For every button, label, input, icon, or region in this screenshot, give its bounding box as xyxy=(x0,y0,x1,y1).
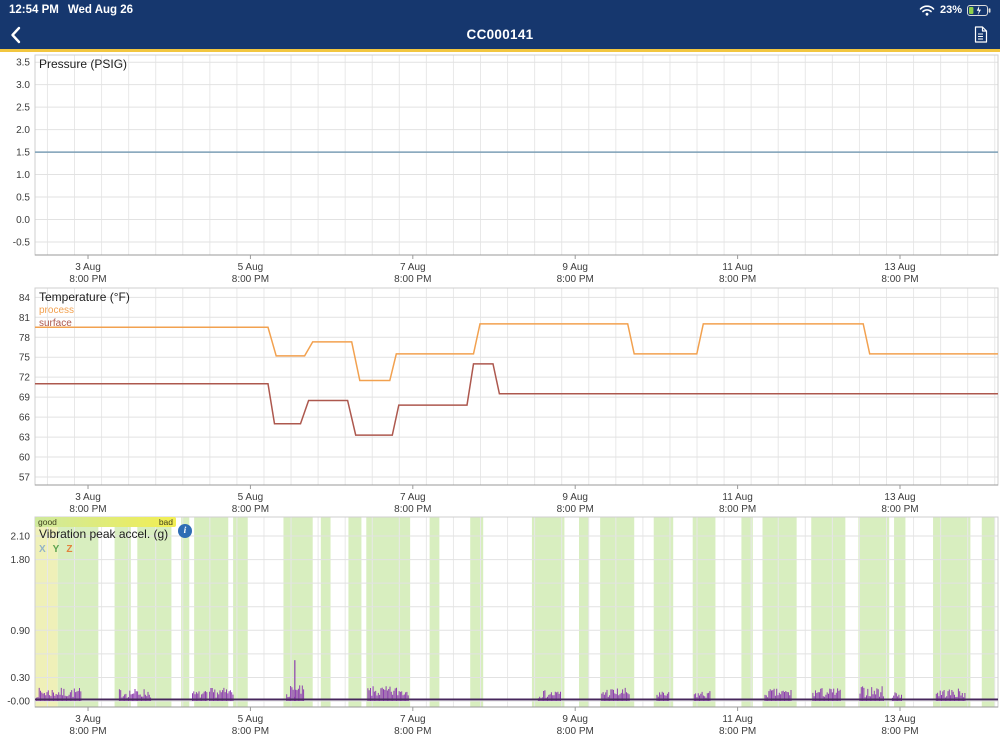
svg-text:3.5: 3.5 xyxy=(16,58,30,69)
svg-text:0.0: 0.0 xyxy=(16,215,30,226)
legend-surface: surface xyxy=(39,318,72,329)
legend-axis-y: Y xyxy=(52,544,60,555)
status-date: Wed Aug 26 xyxy=(67,4,134,16)
svg-text:69: 69 xyxy=(19,393,31,404)
temperature-legend: process surface xyxy=(39,304,74,330)
status-time: 12:54 PM xyxy=(9,4,59,16)
svg-text:72: 72 xyxy=(19,373,31,384)
nav-bar: CC000141 xyxy=(0,20,1000,52)
pressure-plot: 3.5 3.0 2.5 2.0 1.5 1.0 0.5 0.0 -0.5 3 Aug 8:00 PM… xyxy=(13,54,999,285)
svg-text:75: 75 xyxy=(19,353,31,364)
temperature-plot: 84 81 78 75 72 69 66 63 60 57 3 Aug 8:00 PM 5 Aug 8:0… xyxy=(19,287,999,514)
back-button[interactable] xyxy=(10,20,21,49)
vibration-chart-title: Vibration peak accel. (g) xyxy=(39,527,169,541)
svg-text:60: 60 xyxy=(19,453,31,464)
battery-charging-icon xyxy=(967,4,991,16)
svg-text:84: 84 xyxy=(19,293,31,304)
svg-text:63: 63 xyxy=(19,433,31,444)
svg-text:0.90: 0.90 xyxy=(11,626,31,637)
vibration-plot: 2.10 1.80 0.90 0.30 -0.00 3 Aug 8:00 PM 5 Aug 8:… xyxy=(7,516,999,737)
svg-text:0.30: 0.30 xyxy=(11,673,31,684)
svg-text:1.80: 1.80 xyxy=(11,555,31,566)
legend-process: process xyxy=(39,305,75,316)
pressure-chart[interactable]: 3.5 3.0 2.5 2.0 1.5 1.0 0.5 0.0 -0.5 3 Aug 8:00 PM… xyxy=(0,52,1000,285)
vibration-chart[interactable]: 2.10 1.80 0.90 0.30 -0.00 3 Aug 8:00 PM 5 Aug 8:… xyxy=(0,514,1000,750)
document-icon xyxy=(974,26,988,43)
temperature-chart[interactable]: 84 81 78 75 72 69 66 63 60 57 3 Aug 8:00 PM 5 Aug 8:0… xyxy=(0,285,1000,514)
svg-text:81: 81 xyxy=(19,313,31,324)
wellness-bad-label: bad xyxy=(158,517,173,527)
status-right: 23% xyxy=(919,4,991,16)
svg-text:2.0: 2.0 xyxy=(16,125,30,136)
info-icon[interactable]: i xyxy=(178,524,192,538)
battery-percent: 23% xyxy=(939,4,962,16)
svg-text:0.5: 0.5 xyxy=(16,193,30,204)
svg-text:3.0: 3.0 xyxy=(16,80,30,91)
svg-text:-0.5: -0.5 xyxy=(13,237,31,248)
wifi-icon xyxy=(919,4,935,16)
svg-text:66: 66 xyxy=(19,413,31,424)
charts-area: 3.5 3.0 2.5 2.0 1.5 1.0 0.5 0.0 -0.5 3 Aug 8:00 PM… xyxy=(0,52,1000,750)
page-title: CC000141 xyxy=(466,27,534,42)
vibration-axes-legend: X Y Z xyxy=(39,544,72,555)
report-button[interactable] xyxy=(973,20,988,49)
wellness-good-label: good xyxy=(38,517,57,527)
legend-axis-z: Z xyxy=(66,544,73,555)
legend-axis-x: X xyxy=(39,544,46,555)
temperature-chart-title: Temperature (°F) xyxy=(39,290,130,304)
svg-text:2.10: 2.10 xyxy=(11,532,31,543)
status-left: 12:54 PM Wed Aug 26 xyxy=(9,4,133,16)
wellness-gradient-legend: good bad xyxy=(35,517,176,527)
status-bar: 12:54 PM Wed Aug 26 23% xyxy=(0,0,1000,20)
svg-text:1.0: 1.0 xyxy=(16,170,30,181)
svg-text:2.5: 2.5 xyxy=(16,103,30,114)
chevron-left-icon xyxy=(11,26,21,43)
svg-text:57: 57 xyxy=(19,473,31,484)
svg-text:1.5: 1.5 xyxy=(16,148,30,159)
svg-text:78: 78 xyxy=(19,333,31,344)
pressure-chart-title: Pressure (PSIG) xyxy=(39,57,128,71)
svg-text:-0.00: -0.00 xyxy=(7,697,30,708)
